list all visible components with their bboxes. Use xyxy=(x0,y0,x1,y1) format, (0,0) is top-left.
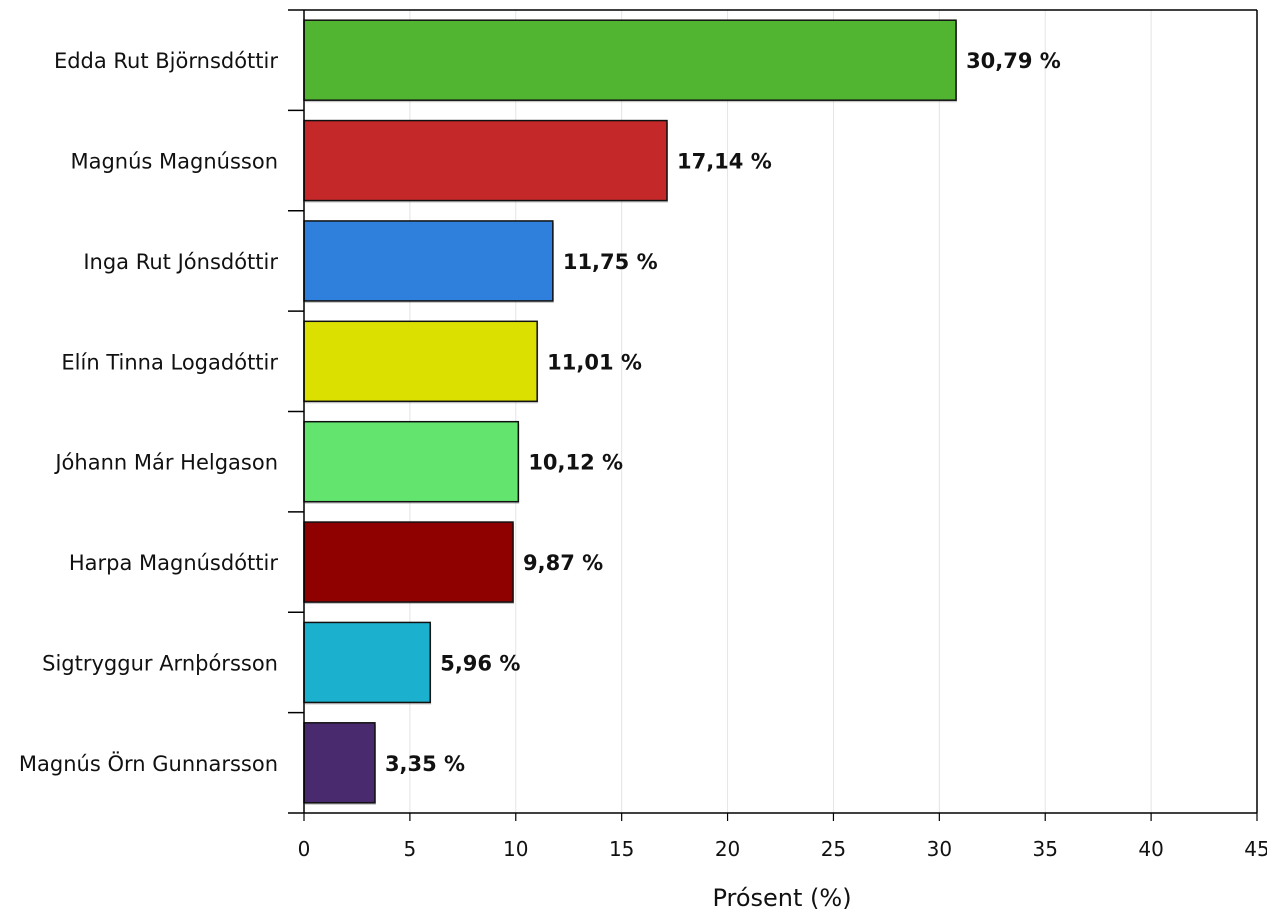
x-tick-label: 40 xyxy=(1138,837,1163,861)
bar xyxy=(303,119,668,202)
bar xyxy=(303,722,376,804)
x-tick-label: 30 xyxy=(927,837,952,861)
category-label: Magnús Magnússon xyxy=(70,150,278,174)
value-label: 9,87 % xyxy=(523,551,603,575)
category-label: Edda Rut Björnsdóttir xyxy=(54,49,278,73)
category-label: Elín Tinna Logadóttir xyxy=(61,350,278,374)
bar xyxy=(303,220,554,302)
x-tick-label: 25 xyxy=(821,837,846,861)
value-label: 10,12 % xyxy=(528,451,623,475)
bar xyxy=(303,19,957,101)
category-label: Inga Rut Jónsdóttir xyxy=(83,250,278,274)
x-tick-label: 15 xyxy=(609,837,634,861)
bar xyxy=(303,320,538,403)
x-axis-title: Prósent (%) xyxy=(712,884,851,912)
value-label: 11,75 % xyxy=(563,250,658,274)
value-label: 3,35 % xyxy=(385,752,465,776)
bar xyxy=(303,420,520,503)
bars xyxy=(303,19,958,805)
axes xyxy=(288,9,1258,821)
bar xyxy=(303,621,431,704)
value-labels: 30,79 % 17,14 % 11,75 % 11,01 % 10,12 % 9,87 … xyxy=(385,49,1061,776)
tick-labels: 0 5 10 15 20 25 30 35 40 45 xyxy=(298,837,1267,861)
x-tick-label: 35 xyxy=(1032,837,1057,861)
x-tick-label: 10 xyxy=(503,837,528,861)
category-label: Magnús Örn Gunnarsson xyxy=(19,751,278,776)
category-label: Jóhann Már Helgason xyxy=(53,451,278,475)
value-label: 11,01 % xyxy=(547,350,642,374)
x-tick-label: 5 xyxy=(404,837,417,861)
x-tick-label: 0 xyxy=(298,837,311,861)
bar xyxy=(303,521,514,603)
x-tick-label: 45 xyxy=(1244,837,1267,861)
category-label: Harpa Magnúsdóttir xyxy=(69,551,279,575)
category-label: Sigtryggur Arnþórsson xyxy=(42,651,278,675)
value-label: 5,96 % xyxy=(440,651,520,675)
value-label: 17,14 % xyxy=(677,150,772,174)
x-tick-label: 20 xyxy=(715,837,740,861)
category-labels: Edda Rut Björnsdóttir Magnús Magnússon Ing… xyxy=(19,49,278,776)
value-label: 30,79 % xyxy=(966,49,1061,73)
